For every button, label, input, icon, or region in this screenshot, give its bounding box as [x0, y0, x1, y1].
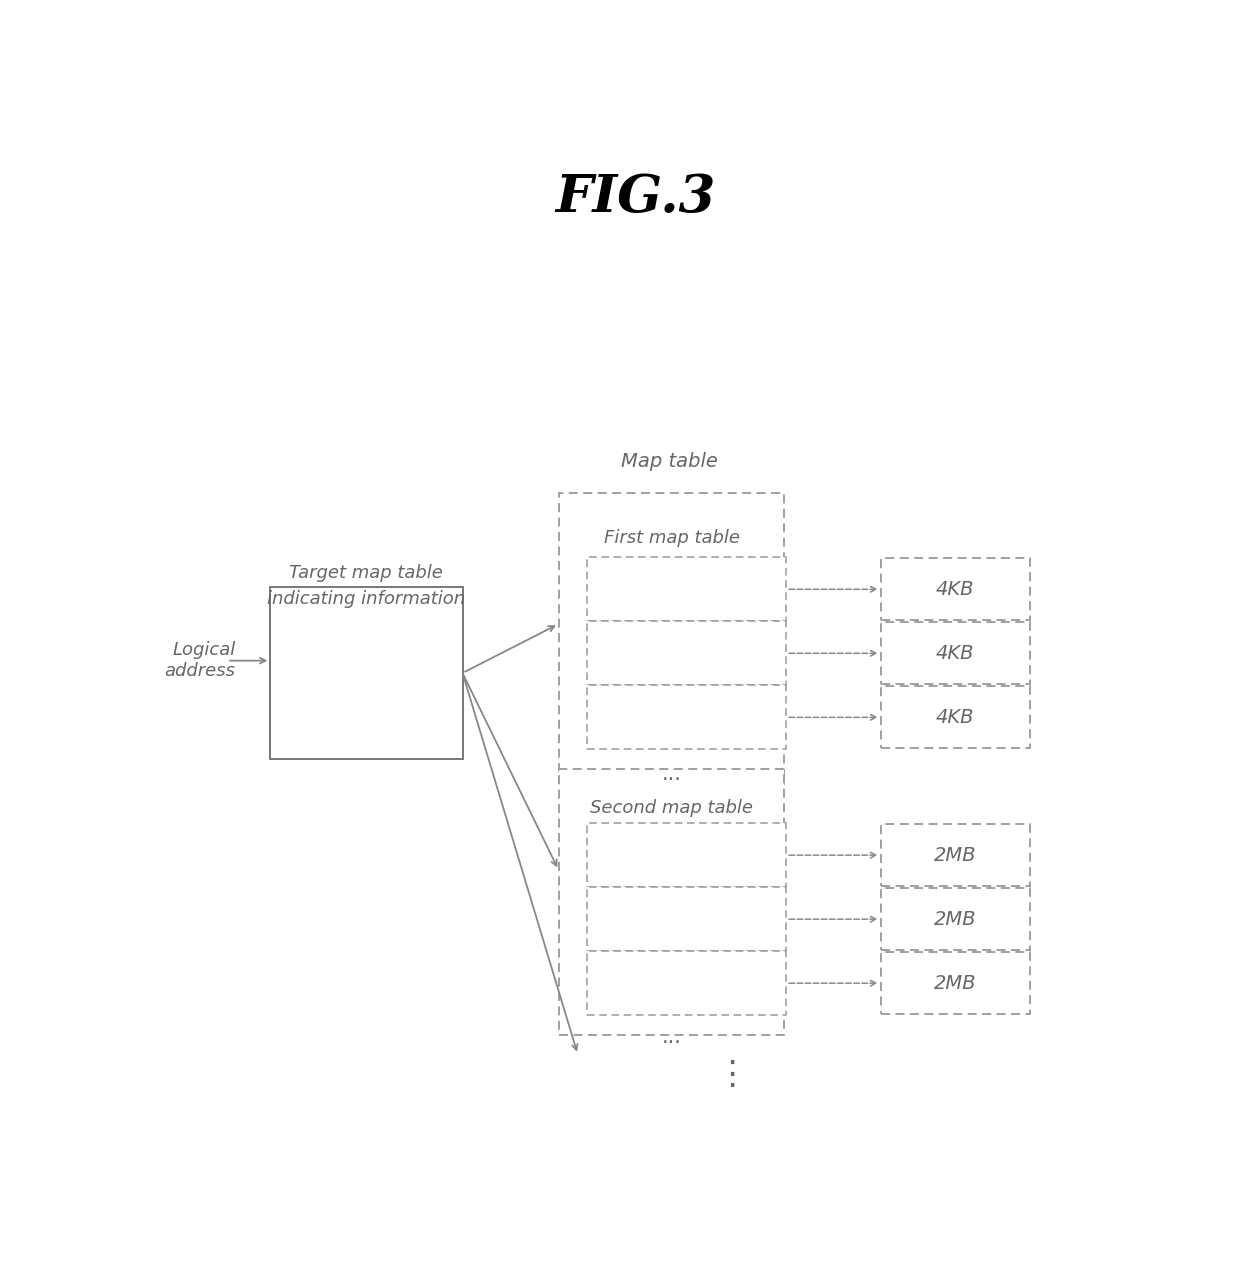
Bar: [880, 558, 1029, 620]
Bar: [880, 824, 1029, 886]
Text: ...: ...: [662, 1027, 682, 1048]
Bar: [588, 558, 786, 622]
Bar: [558, 769, 785, 1035]
Bar: [558, 494, 785, 784]
Text: indicating information: indicating information: [268, 591, 465, 609]
Bar: [880, 687, 1029, 748]
Text: 2MB: 2MB: [934, 845, 976, 865]
Text: 2MB: 2MB: [934, 973, 976, 993]
Text: 2MB: 2MB: [934, 909, 976, 929]
Text: FIG.3: FIG.3: [556, 173, 715, 224]
Bar: [588, 952, 786, 1016]
Text: 4KB: 4KB: [936, 579, 975, 599]
Bar: [588, 824, 786, 888]
Text: ...: ...: [662, 764, 682, 784]
Bar: [588, 686, 786, 749]
Bar: [880, 952, 1029, 1014]
Text: Target map table: Target map table: [289, 564, 444, 582]
Bar: [588, 888, 786, 952]
Bar: [880, 623, 1029, 684]
Bar: [880, 888, 1029, 950]
Text: Map table: Map table: [621, 451, 718, 471]
Bar: [588, 622, 786, 686]
Text: First map table: First map table: [604, 528, 739, 546]
Text: 4KB: 4KB: [936, 707, 975, 726]
Bar: [270, 587, 463, 760]
Text: 4KB: 4KB: [936, 643, 975, 663]
Text: ⋮: ⋮: [715, 1058, 748, 1091]
Text: Second map table: Second map table: [590, 799, 753, 817]
Text: Logical
address: Logical address: [165, 641, 236, 680]
